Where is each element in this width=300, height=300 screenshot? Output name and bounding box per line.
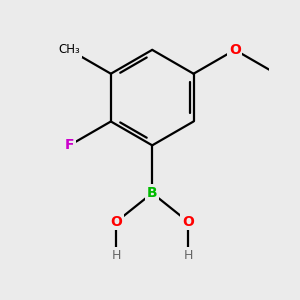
Text: O: O xyxy=(110,215,122,229)
Text: F: F xyxy=(65,138,74,152)
Text: H: H xyxy=(183,249,193,262)
Text: O: O xyxy=(182,215,194,229)
Text: O: O xyxy=(229,43,241,57)
Text: H: H xyxy=(112,249,121,262)
Text: CH₃: CH₃ xyxy=(58,44,80,56)
Text: B: B xyxy=(147,186,158,200)
